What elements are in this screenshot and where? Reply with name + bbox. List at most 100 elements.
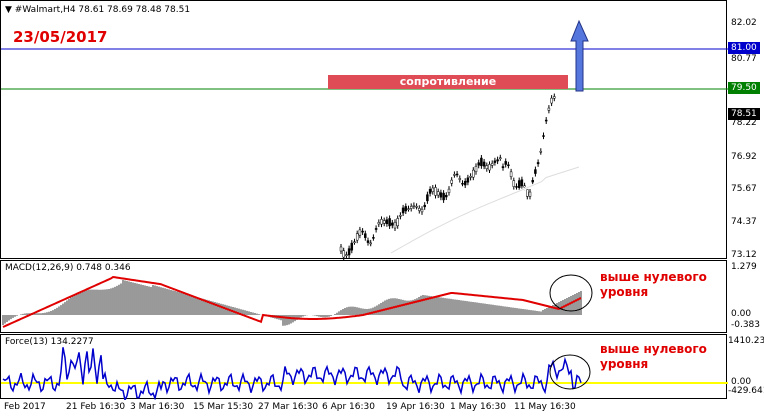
candle-body (483, 162, 485, 166)
price-tick: 82.02 (731, 18, 757, 28)
candle-body (478, 163, 480, 166)
candle-body (475, 166, 477, 171)
macd-tick: -0.383 (731, 320, 760, 330)
candle-body (345, 255, 347, 256)
candle-body (432, 188, 434, 192)
force-tick: 1410.230 (728, 336, 764, 346)
price-pane[interactable]: ▼ #Walmart,H4 78.61 78.69 78.48 78.51 23… (0, 0, 727, 259)
candle-body (510, 172, 512, 177)
candle-body (364, 234, 366, 238)
force-header: Force(13) 134.2277 (5, 337, 94, 347)
candle-body (394, 222, 396, 228)
candle-body (462, 183, 464, 184)
candle-body (389, 218, 391, 225)
force-tick: -429.641 (728, 386, 764, 396)
candle-body (448, 189, 450, 192)
candle-body (513, 181, 515, 187)
candle-body (443, 193, 445, 200)
candle-body (551, 98, 553, 103)
force-pane[interactable]: Force(13) 134.2277 выше нулевого уровня (0, 334, 727, 399)
candle-body (491, 163, 493, 165)
time-tick: 11 May 16:30 (514, 402, 576, 412)
price-chart (1, 1, 728, 260)
candle-body (367, 241, 369, 243)
candle-body (456, 174, 458, 175)
candle-body (362, 231, 364, 232)
candle-body (480, 158, 482, 166)
price-tick: 80.77 (731, 54, 757, 64)
candle-body (548, 108, 550, 110)
candle-body (497, 160, 499, 161)
candle-body (459, 178, 461, 179)
candle-body (348, 249, 350, 255)
candle-body (340, 247, 342, 251)
candle-body (451, 180, 453, 183)
time-tick: Feb 2017 (4, 402, 46, 412)
candle-body (516, 186, 518, 187)
force-index-line (3, 347, 581, 400)
candle-body (426, 195, 428, 201)
candle-body (529, 192, 531, 196)
candle-body (424, 205, 426, 207)
candle-body (494, 161, 496, 163)
candle-body (359, 230, 361, 235)
candle-body (464, 181, 466, 185)
candle-body (486, 166, 488, 169)
candle-body (467, 178, 469, 182)
candle-body (518, 181, 520, 188)
price-tag-last: 78.51 (728, 108, 760, 120)
candle-body (537, 162, 539, 163)
candle-body (391, 223, 393, 225)
symbol-header-text: #Walmart,H4 78.61 78.69 78.48 78.51 (15, 5, 190, 15)
force-axis: 1410.230 0.00 -429.641 (727, 334, 764, 399)
price-tick: 73.12 (731, 250, 757, 260)
candle-body (399, 215, 401, 216)
candle-body (505, 161, 507, 164)
candle-body (356, 234, 358, 241)
candle-body (370, 243, 372, 244)
price-tick: 76.92 (731, 152, 757, 162)
candle-body (521, 180, 523, 186)
macd-annotation: выше нулевого уровня (600, 270, 710, 300)
time-tick: 19 Apr 16:30 (386, 402, 445, 412)
candle-body (413, 205, 415, 206)
time-tick: 6 Apr 16:30 (322, 402, 375, 412)
candle-body (408, 209, 410, 210)
candle-body (378, 222, 380, 224)
candle-body (543, 136, 545, 137)
price-tag-81: 81.00 (728, 42, 760, 54)
symbol-header: ▼ #Walmart,H4 78.61 78.69 78.48 78.51 (5, 5, 190, 15)
candle-body (421, 209, 423, 212)
candles (340, 94, 555, 260)
candle-body (372, 237, 374, 238)
up-arrow (571, 21, 588, 91)
candle-body (405, 206, 407, 211)
candle-body (437, 192, 439, 195)
time-tick: 15 Mar 15:30 (193, 402, 253, 412)
candle-body (418, 208, 420, 210)
candle-body (435, 187, 437, 195)
time-tick: 27 Mar 16:30 (258, 402, 318, 412)
candle-body (397, 218, 399, 225)
candle-body (470, 176, 472, 177)
candle-body (410, 206, 412, 208)
date-title: 23/05/2017 (13, 28, 107, 46)
candle-body (540, 151, 542, 152)
time-axis: Feb 2017 21 Feb 16:30 3 Mar 16:30 15 Mar… (0, 399, 764, 419)
candle-body (375, 228, 377, 229)
macd-header: MACD(12,26,9) 0.748 0.346 (5, 263, 131, 273)
force-annotation: выше нулевого уровня (600, 342, 710, 372)
candle-body (445, 195, 447, 197)
time-tick: 3 Mar 16:30 (130, 402, 184, 412)
candle-body (416, 206, 418, 207)
candle-body (383, 221, 385, 224)
candle-body (553, 97, 555, 99)
macd-tick: 1.279 (731, 262, 757, 272)
macd-axis: 1.279 0.00 -0.383 (727, 260, 764, 333)
macd-pane[interactable]: MACD(12,26,9) 0.748 0.346 выше нулевого … (0, 260, 727, 333)
candle-body (545, 120, 547, 121)
price-tick: 75.67 (731, 184, 757, 194)
candle-body (507, 165, 509, 166)
candle-body (343, 251, 345, 257)
candle-body (534, 170, 536, 174)
